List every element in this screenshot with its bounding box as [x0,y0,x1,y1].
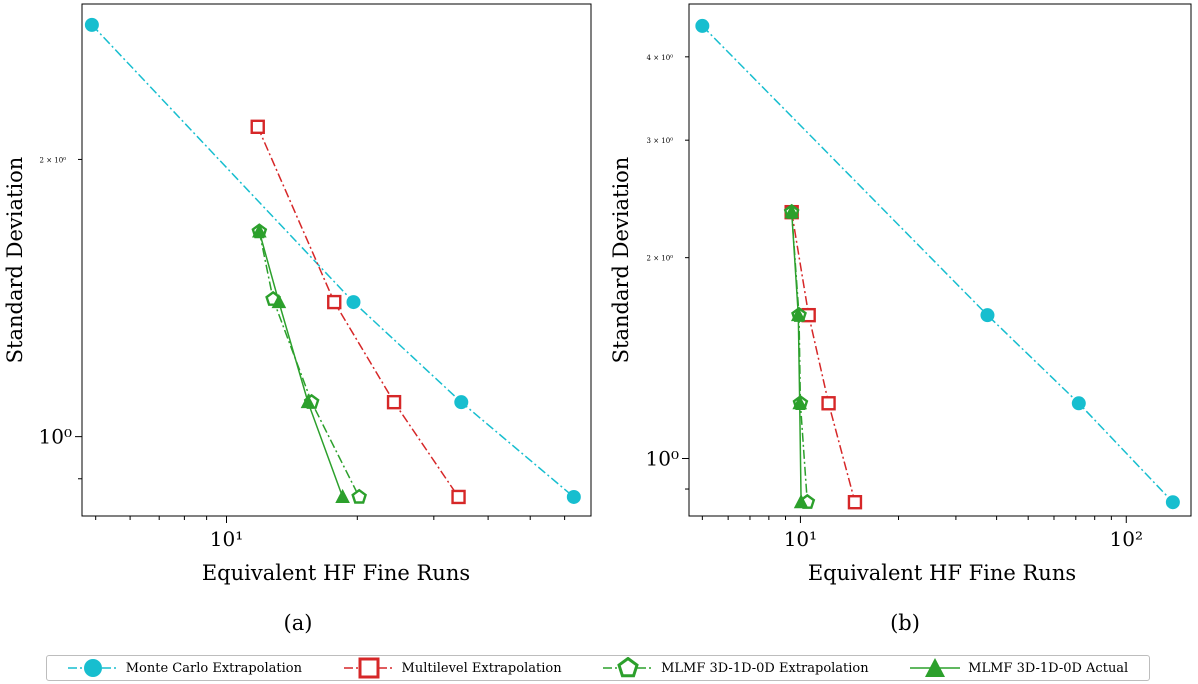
series-line-multilevel-extrapolation [790,212,856,503]
series-multilevel-extrapolation-a [250,119,466,505]
x-tick-label-b: 10¹ [784,527,817,551]
data-point-multilevel-extrapolation [327,294,342,310]
panel-caption-b: (b) [890,611,920,635]
series-multilevel-extrapolation-b [784,204,863,510]
legend-label-mlmf-extrapolation: MLMF 3D-1D-0D Extrapolation [661,660,869,676]
y-tick-label-a: 2 × 10⁰ [40,156,67,164]
legend-label-monte-carlo: Monte Carlo Extrapolation [125,660,302,676]
y-tick-label-a: 10⁰ [39,425,72,449]
series-line-monte-carlo-extrapolation [91,24,575,498]
legend-marker-mlmf-3d-1d-0d-extrapolation [617,657,639,678]
data-point-mlmf-3d-1d-0d-actual [300,394,316,409]
x-tick-label-a: 10¹ [210,527,243,551]
data-point-monte-carlo-extrapolation [346,295,361,310]
legend-marker-monte-carlo-extrapolation [83,659,102,677]
mlmf-actual-legend-swatch [910,658,961,677]
series-line-monte-carlo-extrapolation [701,25,1174,503]
legend-item-monte-carlo: Monte Carlo Extrapolation [67,657,302,679]
data-point-mlmf-3d-1d-0d-actual [271,293,287,309]
data-point-monte-carlo-extrapolation [566,489,581,504]
panel-a: 10¹ 10⁰ 2 × 10⁰ Equivalent HF Fine Runs St… [3,3,592,635]
data-point-multilevel-extrapolation [386,394,402,410]
legend-label-mlmf-actual: MLMF 3D-1D-0D Actual [968,660,1129,676]
legend: Monte Carlo Extrapolation Multilevel Ext… [46,655,1150,681]
panel-b: 10¹ 10² 10⁰ 2 × 10⁰ 3 × 10⁰ 4 × 10⁰ Equivalen… [609,3,1192,635]
legend-item-mlmf-actual: MLMF 3D-1D-0D Actual [910,657,1128,679]
panel-caption-a: (a) [284,611,313,635]
data-point-mlmf-3d-1d-0d-actual [335,488,350,503]
plot-frame-a [81,3,592,517]
monte-carlo-legend-swatch [67,659,118,677]
data-point-monte-carlo-extrapolation [84,17,99,32]
data-point-monte-carlo-extrapolation [1071,396,1086,411]
y-axis-label-a: Standard Deviation [3,157,27,364]
legend-marker-mlmf-3d-1d-0d-actual [925,658,946,677]
series-monte-carlo-extrapolation-a [84,17,581,504]
legend-item-multilevel: Multilevel Extrapolation [343,657,562,679]
plot-area-a: 10¹ 10⁰ 2 × 10⁰ [39,17,581,551]
series-line-mlmf-3d-1d-0d-actual [790,212,802,503]
y-axis-label-b: Standard Deviation [609,157,633,364]
plot-area-b: 10¹ 10² 10⁰ 2 × 10⁰ 3 × 10⁰ 4 × 10⁰ [646,18,1180,551]
data-point-mlmf-3d-1d-0d-extrapolation [351,488,368,504]
x-axis-label-a: Equivalent HF Fine Runs [202,561,470,585]
y-tick-label-b: 10⁰ [646,446,679,470]
series-mlmf-3d-1d-0d-actual-a [252,223,350,503]
series-mlmf-3d-1d-0d-extrapolation-a [251,223,368,504]
x-axis-label-b: Equivalent HF Fine Runs [808,561,1076,585]
y-tick-label-b: 2 × 10⁰ [647,255,674,263]
legend-label-multilevel: Multilevel Extrapolation [401,660,562,676]
series-line-mlmf-3d-1d-0d-actual [258,231,344,498]
data-point-multilevel-extrapolation [451,489,466,505]
data-point-monte-carlo-extrapolation [980,308,995,323]
data-point-mlmf-3d-1d-0d-actual [790,307,806,322]
data-point-mlmf-3d-1d-0d-actual [784,204,800,219]
data-point-multilevel-extrapolation [821,396,836,411]
data-point-mlmf-3d-1d-0d-actual [793,494,809,509]
data-point-monte-carlo-extrapolation [454,395,469,410]
data-point-multilevel-extrapolation [847,494,863,510]
multilevel-legend-swatch [343,657,394,679]
legend-marker-multilevel-extrapolation [358,657,380,679]
y-tick-label-b: 4 × 10⁰ [647,54,674,62]
plot-frame-b [688,3,1192,517]
series-line-multilevel-extrapolation [257,126,460,498]
data-point-mlmf-3d-1d-0d-actual [792,395,808,410]
y-tick-label-b: 3 × 10⁰ [647,137,674,145]
series-mlmf-3d-1d-0d-actual-b [784,204,809,509]
legend-item-mlmf-extrapolation: MLMF 3D-1D-0D Extrapolation [603,657,869,679]
figure-canvas: 10¹ 10⁰ 2 × 10⁰ Equivalent HF Fine Runs St… [3,3,1192,635]
data-point-multilevel-extrapolation [250,119,265,135]
series-monte-carlo-extrapolation-b [695,18,1180,510]
data-point-monte-carlo-extrapolation [1165,495,1180,510]
x-tick-label-b: 10² [1110,527,1143,551]
mlmf-extrapolation-legend-swatch [603,657,654,678]
data-point-monte-carlo-extrapolation [695,18,710,33]
data-point-mlmf-3d-1d-0d-actual [252,223,267,238]
series-line-mlmf-3d-1d-0d-extrapolation [258,231,360,498]
